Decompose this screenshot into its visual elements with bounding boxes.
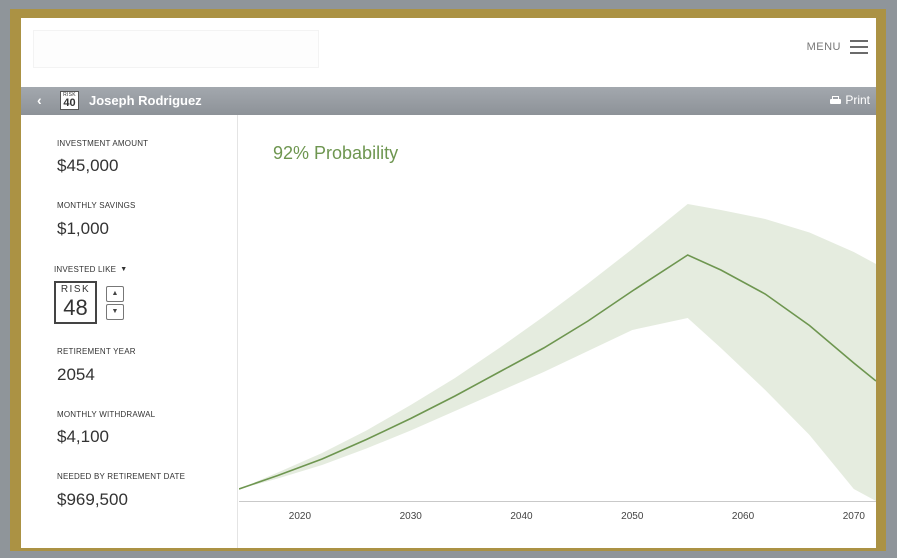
x-tick-label: 2060	[732, 511, 755, 522]
caret-down-icon: ▼	[120, 266, 128, 273]
back-chevron-icon[interactable]: ‹	[37, 92, 42, 108]
median-line	[239, 254, 876, 490]
x-tick-label: 2030	[400, 511, 423, 522]
confidence-band	[239, 204, 876, 501]
invested-risk-label: RISK	[60, 284, 91, 295]
risk-stepper: ▲ ▼	[106, 286, 124, 322]
chart-svg: 2020 2030 2040 2050 2060 2070	[239, 204, 876, 522]
invested-risk-badge: RISK 48	[54, 281, 97, 324]
menu-button[interactable]: MENU	[807, 40, 868, 54]
client-name: Joseph Rodriguez	[89, 93, 202, 108]
client-bar: ‹ RISK 40 Joseph Rodriguez Print	[21, 87, 876, 115]
invested-risk-value: 48	[63, 295, 88, 320]
investment-amount-value[interactable]: $45,000	[57, 156, 119, 175]
monthly-savings-value[interactable]: $1,000	[57, 219, 109, 238]
inputs-sidebar: INVESTMENT AMOUNT $45,000 MONTHLY SAVING…	[21, 115, 238, 548]
monthly-withdrawal-label: MONTHLY WITHDRAWAL	[57, 410, 156, 419]
client-risk-score: 40	[63, 97, 76, 109]
x-tick-label: 2070	[843, 511, 866, 522]
app-screen: MENU ‹ RISK 40 Joseph Rodriguez Print IN…	[21, 18, 876, 548]
x-tick-label: 2050	[621, 511, 644, 522]
monthly-withdrawal-value[interactable]: $4,100	[57, 427, 109, 446]
top-header: MENU	[21, 18, 876, 87]
x-tick-label: 2020	[289, 511, 312, 522]
print-label: Print	[845, 93, 870, 107]
monthly-savings-label: MONTHLY SAVINGS	[57, 201, 136, 210]
x-tick-label: 2040	[510, 511, 533, 522]
hamburger-icon	[850, 40, 868, 54]
client-risk-badge: RISK 40	[60, 91, 79, 110]
needed-by-label: NEEDED BY RETIREMENT DATE	[57, 472, 186, 481]
investment-amount-label: INVESTMENT AMOUNT	[57, 139, 149, 148]
chart-title: 92% Probability	[273, 143, 399, 163]
risk-up-button[interactable]: ▲	[106, 286, 124, 302]
probability-chart: 2020 2030 2040 2050 2060 2070 92% Probability	[239, 115, 876, 548]
invested-like-label: INVESTED LIKE	[54, 265, 117, 274]
print-button[interactable]: Print	[830, 93, 870, 107]
retirement-year-value[interactable]: 2054	[57, 365, 95, 384]
logo-area	[33, 30, 319, 68]
invested-like-dropdown[interactable]: INVESTED LIKE ▼	[54, 265, 127, 274]
risk-down-button[interactable]: ▼	[106, 304, 124, 320]
retirement-year-label: RETIREMENT YEAR	[57, 347, 136, 356]
needed-by-value[interactable]: $969,500	[57, 490, 128, 509]
menu-label: MENU	[806, 41, 841, 53]
client-risk-label: RISK	[63, 92, 76, 98]
printer-icon	[830, 95, 842, 105]
